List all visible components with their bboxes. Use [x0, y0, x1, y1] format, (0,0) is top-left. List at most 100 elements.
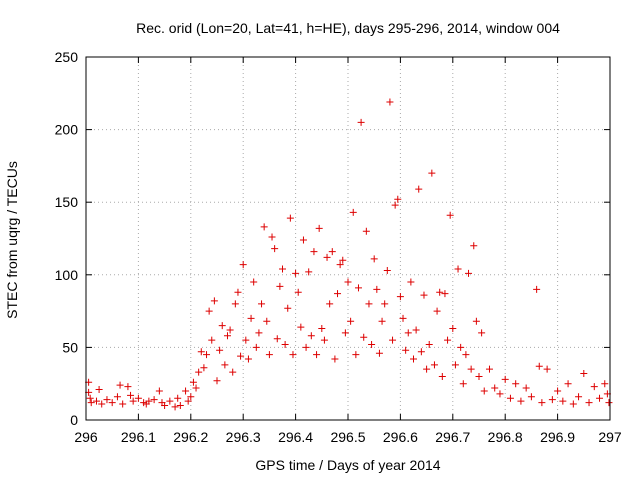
data-point-0-61 [271, 245, 279, 253]
data-point-0-39 [213, 377, 221, 385]
data-point-0-92 [352, 351, 360, 359]
data-point-0-138 [472, 317, 480, 325]
data-point-0-64 [279, 265, 286, 273]
data-point-0-47 [234, 288, 242, 296]
x-tick-label: 296.7 [435, 429, 470, 445]
data-point-0-167 [605, 399, 613, 407]
data-point-0-128 [446, 211, 454, 219]
data-point-0-113 [407, 278, 415, 286]
data-point-0-32 [195, 368, 203, 376]
data-point-0-8 [108, 399, 116, 407]
axis-ticks: 296 296.1 296.2 296.3 296.4 296.5 296.6 296.7 29… [55, 49, 622, 445]
data-point-0-78 [315, 224, 323, 232]
data-point-0-34 [200, 364, 208, 372]
data-point-0-28 [184, 397, 192, 405]
data-point-0-134 [462, 351, 470, 359]
data-point-0-114 [410, 355, 417, 363]
data-point-0-161 [580, 370, 588, 378]
data-point-0-108 [394, 195, 402, 203]
data-point-0-41 [218, 322, 226, 330]
data-point-0-145 [501, 375, 509, 383]
data-point-0-85 [334, 290, 342, 298]
data-point-0-151 [533, 285, 541, 293]
data-point-0-10 [116, 381, 124, 389]
data-point-0-159 [569, 400, 577, 408]
data-point-0-100 [373, 285, 381, 293]
data-point-0-116 [415, 185, 423, 193]
data-point-0-101 [375, 349, 383, 357]
data-point-0-44 [226, 326, 234, 334]
data-point-0-68 [289, 351, 297, 359]
data-point-0-46 [231, 300, 239, 308]
data-point-0-115 [412, 326, 420, 334]
data-point-0-2 [86, 394, 94, 402]
data-point-0-143 [491, 384, 499, 392]
data-point-0-89 [344, 278, 352, 286]
data-point-0-91 [349, 208, 357, 216]
data-point-0-119 [423, 365, 431, 373]
chart-title: Rec. orid (Lon=20, Lat=41, h=HE), days 2… [136, 20, 560, 36]
data-point-0-40 [216, 346, 224, 354]
data-point-0-146 [506, 394, 514, 402]
data-point-0-153 [538, 399, 546, 407]
data-point-0-163 [590, 383, 598, 391]
data-point-0-87 [339, 256, 347, 264]
data-point-0-77 [313, 351, 321, 359]
x-tick-label: 296 [74, 429, 98, 445]
data-point-0-23 [166, 397, 174, 405]
data-point-0-43 [223, 332, 231, 340]
data-point-0-65 [281, 340, 289, 348]
data-point-0-130 [451, 361, 459, 369]
data-point-0-53 [250, 278, 258, 286]
x-tick-label: 296.5 [330, 429, 365, 445]
y-tick-label: 0 [70, 412, 78, 428]
data-point-0-158 [564, 380, 572, 388]
data-point-0-126 [441, 290, 449, 298]
data-points [85, 98, 613, 411]
data-point-0-125 [438, 372, 446, 380]
data-point-0-117 [417, 348, 425, 356]
data-point-0-62 [273, 335, 281, 343]
data-point-0-94 [357, 118, 365, 126]
data-point-0-127 [444, 336, 452, 344]
data-point-0-107 [391, 201, 399, 209]
data-point-0-123 [433, 307, 441, 315]
data-point-0-142 [485, 365, 493, 373]
data-point-0-69 [292, 269, 300, 277]
data-point-0-24 [171, 403, 179, 411]
data-point-0-42 [221, 361, 229, 369]
data-point-0-79 [318, 325, 326, 333]
data-point-0-93 [354, 284, 362, 292]
data-point-0-155 [548, 396, 556, 404]
data-point-0-72 [299, 236, 307, 244]
data-point-0-29 [187, 393, 195, 401]
data-point-0-3 [87, 399, 95, 407]
data-point-0-25 [174, 394, 182, 402]
data-point-0-118 [420, 291, 428, 299]
x-tick-label: 296.8 [488, 429, 523, 445]
x-tick-label: 297 [598, 429, 622, 445]
x-tick-label: 296.9 [540, 429, 575, 445]
data-point-0-51 [244, 355, 252, 363]
data-point-0-26 [176, 401, 184, 409]
data-point-0-98 [368, 340, 376, 348]
data-point-0-133 [459, 380, 467, 388]
data-point-0-81 [323, 253, 331, 261]
data-point-0-5 [95, 386, 103, 394]
data-point-0-95 [360, 333, 368, 341]
data-point-0-156 [554, 387, 562, 395]
data-point-0-152 [535, 362, 543, 370]
data-point-0-102 [378, 317, 386, 325]
data-point-0-76 [310, 248, 318, 256]
y-tick-label: 250 [55, 49, 79, 65]
data-point-0-66 [284, 304, 292, 312]
data-point-0-14 [129, 397, 137, 405]
data-point-0-122 [430, 361, 438, 369]
data-point-0-99 [370, 255, 378, 263]
data-point-0-70 [294, 288, 302, 296]
data-point-0-55 [255, 329, 263, 337]
data-point-0-139 [475, 372, 483, 380]
data-point-0-9 [113, 393, 121, 401]
data-point-0-33 [197, 348, 205, 356]
